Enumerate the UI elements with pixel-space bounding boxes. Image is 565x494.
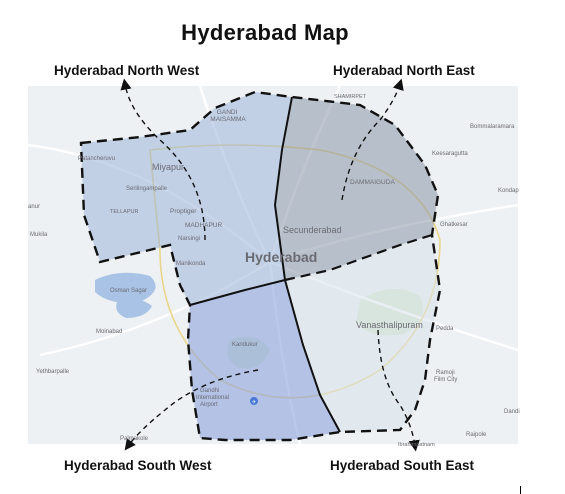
place-proptiger: Proptiger — [170, 208, 197, 215]
place-patancheruvu: Patancheruvu — [78, 156, 115, 162]
region-south-east — [285, 235, 440, 432]
boundary-divider — [189, 279, 286, 306]
lake-himayat-sagar — [116, 298, 152, 318]
place-serilingampalle: Serilingampalle — [126, 186, 168, 192]
map-title: Hyderabad Map — [181, 20, 349, 45]
place-keesaragutta: Keesaragutta — [432, 151, 468, 157]
place-narsingi: Narsingi — [178, 236, 200, 242]
boundary-divider — [284, 279, 341, 433]
arrow-south-west — [124, 369, 259, 451]
airport-plane-icon: ✈ — [252, 400, 256, 406]
place-dandi: Dandi — [504, 409, 520, 415]
place-airport-1: Gandhi — [200, 388, 219, 394]
place-mukila: Mukila — [30, 232, 48, 238]
place-miyapur: Miyapur — [152, 162, 184, 172]
place-ramoji-1: Ramoji — [436, 370, 455, 376]
lake-osman-sagar — [95, 272, 156, 303]
place-yethbarpalle: Yethbarpalle — [36, 369, 70, 375]
boundary-divider — [273, 96, 293, 281]
place-gandi-maisamma-2: MAISAMMA — [210, 116, 246, 123]
place-shamirpet: SHAMIRPET — [334, 94, 367, 100]
place-bommalaramaram: Bommalaramara — [470, 124, 515, 130]
label-north-west: Hyderabad North West — [54, 63, 200, 78]
region-north-west — [81, 92, 292, 305]
text-cursor — [520, 486, 521, 494]
arrow-south-east — [377, 329, 420, 452]
region-north-east — [275, 97, 438, 280]
place-airport-3: Airport — [200, 402, 218, 408]
place-hyderabad: Hyderabad — [245, 249, 317, 265]
place-kondap: Kondap — [498, 188, 519, 194]
place-ibrahimpatnam: Ibrahimpatnam — [398, 442, 435, 448]
label-south-west: Hyderabad South West — [64, 458, 212, 473]
region-south-west — [188, 280, 340, 440]
place-moinabad: Moinabad — [96, 329, 122, 335]
place-osman-sagar: Osman Sagar — [110, 288, 147, 294]
arrow-north-west — [120, 78, 206, 241]
place-anur: anur — [28, 204, 40, 210]
place-secunderabad: Secunderabad — [283, 225, 342, 235]
place-ramoji-2: Film City — [434, 377, 457, 383]
place-pedda: Pedda — [436, 326, 454, 332]
svg-text:GANDI MAISAMMA: GANDI MAISAMMA — [210, 109, 246, 123]
place-manikonda: Manikonda — [176, 261, 206, 267]
place-gandi-maisamma-1: GANDI — [217, 109, 238, 116]
place-madhapur: MADHAPUR — [185, 222, 223, 229]
place-airport-2: International — [196, 395, 229, 401]
label-north-east: Hyderabad North East — [333, 63, 475, 78]
place-ghatkesar: Ghatkesar — [440, 222, 468, 228]
arrow-north-east — [341, 78, 404, 201]
place-kandukur: Kandukur — [232, 342, 258, 348]
place-vanasthalipuram: Vanasthalipuram — [356, 320, 423, 330]
svg-text:Gandhi International: Gandhi International Airport — [196, 388, 231, 408]
airport-pin-icon — [250, 397, 258, 405]
boundary-divider — [284, 233, 433, 282]
place-labels: GANDI MAISAMMA SHAMIRPET Bommalaramara K… — [28, 94, 520, 448]
svg-text:Ramoji Film City: Ramoji Film City — [434, 370, 457, 383]
place-tellapur: TELLAPUR — [110, 209, 138, 215]
place-raipole: Raipole — [466, 432, 487, 438]
label-south-east: Hyderabad South East — [330, 458, 475, 473]
place-dammaiguda: DAMMAIGUDA — [350, 179, 395, 186]
place-palmakole: Palmakole — [120, 436, 149, 442]
